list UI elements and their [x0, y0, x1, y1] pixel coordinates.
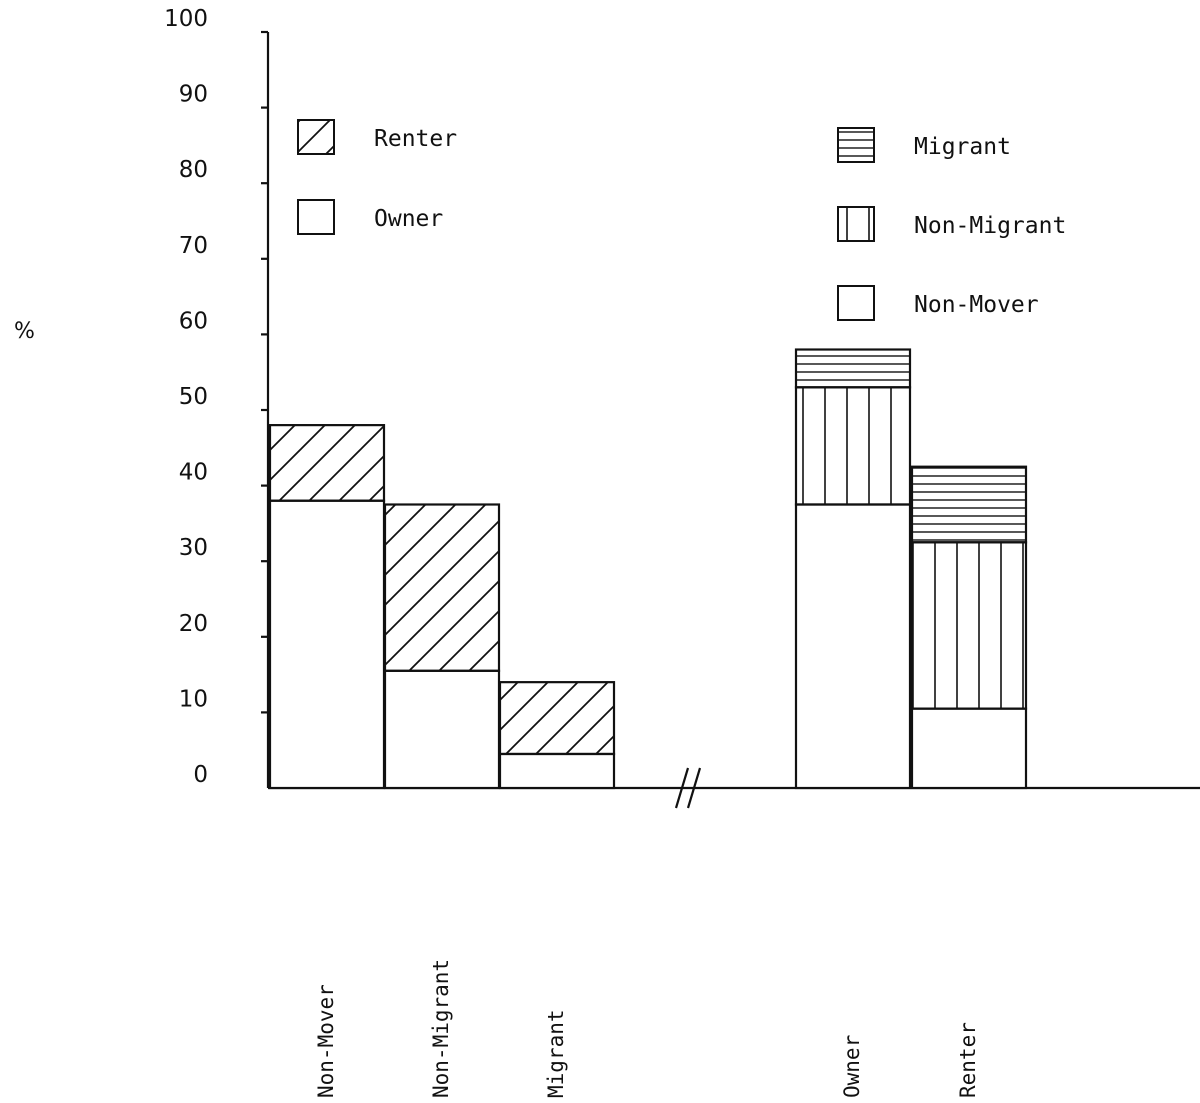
legend-swatch-migrant: [837, 127, 875, 163]
category-label-renter: Renter: [956, 1022, 980, 1098]
category-label-non-migrant: Non-Migrant: [429, 959, 453, 1098]
bar-renter-non-migrant: [910, 541, 1028, 710]
bar-non-migrant-renter: [383, 503, 501, 672]
y-tick-label-60: 60: [179, 308, 208, 334]
legend-label-migrant: Migrant: [914, 134, 1011, 160]
y-axis-ticks: 0 10 20 30 40 50 60 70 80 90 100: [164, 6, 268, 788]
axis-break-stroke-2: [686, 767, 702, 809]
y-axis-label: %: [14, 319, 35, 344]
axis-break-mark: [674, 767, 702, 809]
legend-swatch-renter: [297, 119, 335, 155]
y-tick-label-30: 30: [179, 535, 208, 561]
legend-left: Renter Owner: [297, 119, 457, 235]
y-tick-label-0: 0: [193, 762, 208, 788]
y-tick-label-40: 40: [179, 460, 208, 486]
legend-right: Migrant Non-Migrant Non-Mover: [837, 127, 1066, 321]
category-labels: Non-Mover Non-Migrant Migrant Owner Renter: [314, 959, 980, 1098]
legend-label-renter: Renter: [374, 126, 457, 152]
legend-swatch-owner: [297, 199, 335, 235]
legend-item-non-mover: Non-Mover: [837, 285, 1039, 321]
bar-non-mover-renter: [268, 424, 386, 502]
legend-label-non-mover: Non-Mover: [914, 292, 1039, 318]
legend-item-non-migrant: Non-Migrant: [837, 206, 1066, 242]
category-label-migrant: Migrant: [544, 1009, 568, 1098]
bar-migrant-renter: [498, 681, 616, 756]
y-tick-label-10: 10: [179, 686, 208, 712]
bar-non-mover-owner: [268, 499, 386, 790]
bars: [268, 348, 1028, 790]
legend-label-owner: Owner: [374, 206, 443, 232]
bar-renter-non-mover: [910, 707, 1028, 790]
y-tick-label-50: 50: [179, 384, 208, 410]
legend-item-migrant: Migrant: [837, 127, 1011, 163]
y-tick-label-80: 80: [179, 157, 208, 183]
bar-renter-migrant: [910, 465, 1028, 544]
bar-owner-non-mover: [794, 503, 912, 790]
y-tick-label-70: 70: [179, 233, 208, 259]
bar-owner-non-migrant: [794, 386, 912, 506]
bar-owner-migrant: [794, 348, 912, 389]
y-tick-label-100: 100: [164, 6, 208, 32]
legend-item-renter: Renter: [297, 119, 457, 155]
legend-swatch-non-migrant: [837, 206, 875, 242]
bar-migrant-owner: [498, 752, 616, 790]
bar-non-migrant-owner: [383, 669, 501, 790]
legend-swatch-non-mover: [837, 285, 875, 321]
y-tick-label-90: 90: [179, 82, 208, 108]
legend-label-non-migrant: Non-Migrant: [914, 213, 1066, 239]
category-label-non-mover: Non-Mover: [314, 984, 338, 1098]
y-tick-label-20: 20: [179, 611, 208, 637]
category-label-owner: Owner: [840, 1035, 864, 1098]
legend-item-owner: Owner: [297, 199, 443, 235]
axis-break-stroke-1: [674, 767, 690, 809]
